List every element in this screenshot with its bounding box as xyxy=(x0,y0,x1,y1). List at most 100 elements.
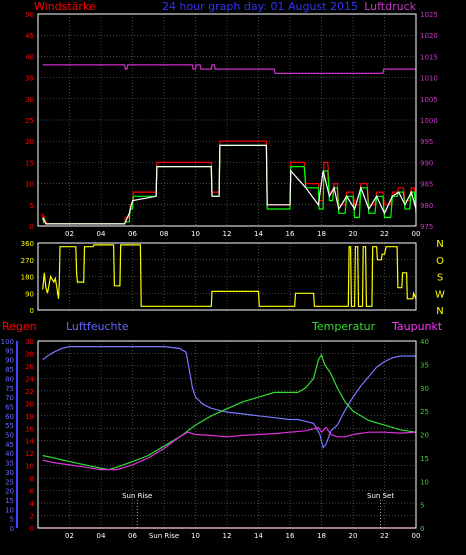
rain-y-tick-label: 20 xyxy=(25,400,34,408)
gust-series xyxy=(42,144,417,225)
pressure-y-tick-label: 990 xyxy=(420,159,433,167)
pressure-y-tick-label: 980 xyxy=(420,202,433,210)
temp-y-tick-label: 20 xyxy=(420,432,429,440)
direction-y-tick-label: 270 xyxy=(21,257,34,265)
wind-y-tick-label: 5 xyxy=(30,202,34,210)
temp-y-tick-label: 15 xyxy=(420,455,429,463)
compass-label: N xyxy=(436,239,443,250)
temp-y-tick-label: 10 xyxy=(420,478,429,486)
pressure-y-tick-label: 1025 xyxy=(420,11,438,19)
wind-panel-frame xyxy=(37,13,417,227)
direction-y-tick-label: 90 xyxy=(25,290,34,298)
rain-y-tick-label: 0 xyxy=(30,525,34,533)
temp-y-tick-label: 5 xyxy=(420,502,424,510)
wind-x-tick-label: 18 xyxy=(317,230,326,238)
humidity-series xyxy=(42,346,416,449)
chart-title: 24 hour graph day: 01 August 2015 xyxy=(162,0,358,13)
pressure-y-tick-label: 1020 xyxy=(420,32,438,40)
humidity-y-tick-label: 70 xyxy=(5,394,14,402)
rain-y-tick-label: 12 xyxy=(25,450,34,458)
temp-y-tick-label: 30 xyxy=(420,385,429,393)
wind-y-tick-label: 0 xyxy=(30,223,34,231)
temp-y-tick-label: 40 xyxy=(420,338,429,346)
rain-y-tick-label: 26 xyxy=(25,363,34,371)
climate-x-tick-label: 14 xyxy=(254,532,263,540)
climate-x-tick-label: 10 xyxy=(191,532,200,540)
climate-x-tick-label: Sun Rise xyxy=(149,532,179,540)
compass-label: S xyxy=(437,273,443,284)
dewpoint-series xyxy=(42,426,417,471)
wind-x-tick-label: 16 xyxy=(286,230,295,238)
taupunkt-label: Taupunkt xyxy=(391,320,443,333)
luftdruck-label: Luftdruck xyxy=(364,0,416,13)
pressure-y-tick-label: 1005 xyxy=(420,96,438,104)
wind-y-tick-label: 10 xyxy=(25,181,34,189)
direction-y-tick-label: 0 xyxy=(30,307,34,315)
humidity-y-tick-label: 50 xyxy=(5,432,14,440)
humidity-y-tick-label: 45 xyxy=(5,441,14,449)
wind-y-tick-label: 15 xyxy=(25,159,34,167)
wind-y-tick-label: 45 xyxy=(25,32,34,40)
compass-label: O xyxy=(436,256,444,267)
humidity-y-tick-label: 55 xyxy=(5,422,14,430)
rain-y-tick-label: 22 xyxy=(25,388,34,396)
wind-x-tick-label: 02 xyxy=(65,230,74,238)
temp-y-tick-label: 0 xyxy=(420,525,424,533)
sun-event-label: Sun Rise xyxy=(122,492,152,500)
direction-y-tick-label: 180 xyxy=(21,274,34,282)
direction-panel-frame xyxy=(37,242,417,311)
compass-label: W xyxy=(435,289,445,300)
climate-panel-frame xyxy=(37,340,417,529)
climate-x-tick-label: 22 xyxy=(380,532,389,540)
direction-y-tick-label: 360 xyxy=(21,240,34,248)
rain-y-tick-label: 6 xyxy=(30,488,35,496)
rain-y-tick-label: 8 xyxy=(30,475,34,483)
climate-x-tick-label: 06 xyxy=(128,532,137,540)
windspeed_avg-series xyxy=(42,144,417,225)
climate-x-tick-label: 02 xyxy=(65,532,74,540)
pressure-y-tick-label: 975 xyxy=(420,223,433,231)
rain-y-tick-label: 18 xyxy=(25,413,34,421)
humidity-y-tick-label: 40 xyxy=(5,450,14,458)
humidity-y-tick-label: 60 xyxy=(5,413,14,421)
rain-y-tick-label: 2 xyxy=(30,513,34,521)
wind-x-tick-label: 12 xyxy=(223,230,232,238)
humidity-y-tick-label: 0 xyxy=(10,525,14,533)
humidity-y-tick-label: 20 xyxy=(5,488,14,496)
temp-y-tick-label: 25 xyxy=(420,408,429,416)
climate-x-tick-label: 16 xyxy=(286,532,295,540)
wind-x-tick-label: 06 xyxy=(128,230,137,238)
humidity-y-tick-label: 35 xyxy=(5,460,14,468)
rain-y-tick-label: 16 xyxy=(25,425,34,433)
climate-x-tick-label: 20 xyxy=(349,532,358,540)
wind-y-tick-label: 30 xyxy=(25,96,34,104)
direction-series xyxy=(42,244,417,307)
pressure-y-tick-label: 1000 xyxy=(420,117,438,125)
wind-x-tick-label: 08 xyxy=(160,230,169,238)
wind-x-tick-label: 00 xyxy=(412,230,421,238)
wind-y-tick-label: 35 xyxy=(25,75,34,83)
rain-y-tick-label: 10 xyxy=(25,463,34,471)
compass-label: N xyxy=(436,306,443,317)
regen-label: Regen xyxy=(2,320,37,333)
humidity-y-tick-label: 10 xyxy=(5,506,14,514)
rain-y-tick-label: 4 xyxy=(30,500,35,508)
climate-x-tick-label: 00 xyxy=(412,532,421,540)
humidity-y-tick-label: 90 xyxy=(5,357,14,365)
humidity-y-tick-label: 80 xyxy=(5,375,14,383)
humidity-y-tick-label: 25 xyxy=(5,478,14,486)
climate-x-tick-label: 18 xyxy=(317,532,326,540)
wind-y-tick-label: 20 xyxy=(25,138,34,146)
rain-y-tick-label: 28 xyxy=(25,350,34,358)
climate-x-tick-label: 04 xyxy=(97,532,106,540)
rain-y-tick-label: 30 xyxy=(25,338,34,346)
wind-y-tick-label: 25 xyxy=(25,117,34,125)
sun-event-label: Sun Set xyxy=(367,492,394,500)
rain-y-tick-label: 24 xyxy=(25,375,34,383)
wind-x-tick-label: 04 xyxy=(97,230,106,238)
luftfeuchte-label: Luftfeuchte xyxy=(66,320,129,333)
climate-x-tick-label: 12 xyxy=(223,532,232,540)
wind-y-tick-label: 40 xyxy=(25,53,34,61)
